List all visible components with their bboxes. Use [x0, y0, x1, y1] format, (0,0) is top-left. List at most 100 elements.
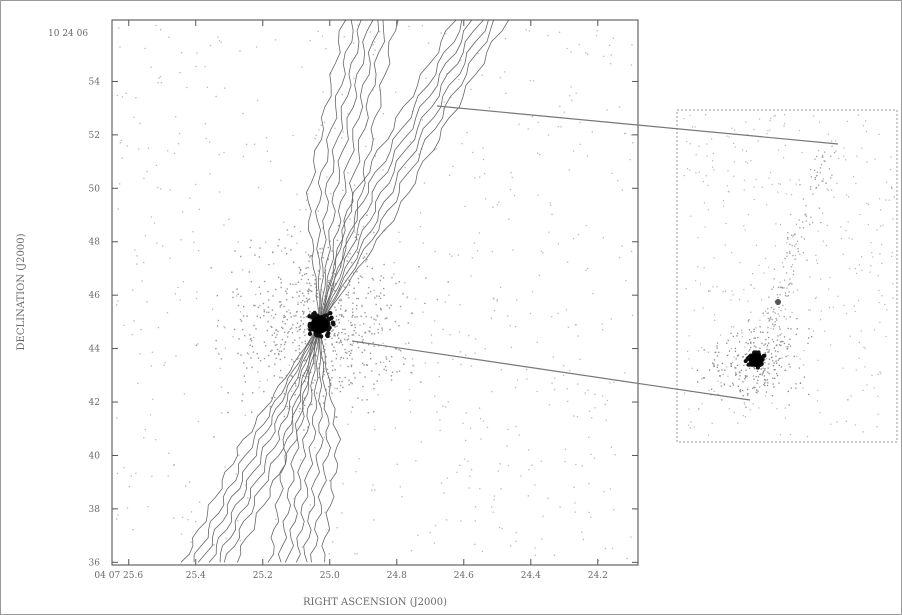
- noise-dot: [383, 263, 385, 266]
- noise-dot: [587, 267, 589, 270]
- inset-jet-dot: [788, 251, 791, 253]
- noise-dot: [301, 374, 304, 377]
- noise-dot: [147, 505, 149, 508]
- inset-noise-dot: [768, 320, 770, 322]
- inset-noise-dot: [779, 357, 781, 360]
- noise-dot: [235, 473, 237, 475]
- noise-dot: [564, 448, 567, 450]
- noise-dot: [275, 518, 277, 520]
- noise-dot: [472, 151, 474, 154]
- inset-noise-dot: [753, 330, 755, 333]
- noise-dot: [323, 271, 326, 274]
- noise-dot: [339, 365, 342, 367]
- noise-dot: [271, 349, 273, 352]
- noise-dot: [211, 308, 214, 310]
- noise-dot: [227, 392, 229, 394]
- noise-dot: [270, 397, 273, 399]
- inset-noise-dot: [715, 351, 717, 354]
- noise-dot: [536, 390, 538, 393]
- noise-dot: [312, 274, 314, 276]
- noise-dot: [331, 360, 333, 362]
- noise-dot: [307, 426, 309, 429]
- inset-noise-dot: [773, 377, 776, 379]
- noise-dot: [314, 283, 316, 285]
- noise-dot: [268, 263, 270, 266]
- inset-jet-dot: [773, 278, 775, 280]
- noise-dot: [471, 257, 473, 259]
- noise-dot: [267, 320, 269, 323]
- noise-dot: [368, 286, 370, 289]
- noise-dot: [333, 346, 335, 348]
- noise-dot: [624, 132, 627, 134]
- noise-dot: [271, 334, 274, 336]
- noise-dot: [270, 314, 273, 317]
- noise-dot: [576, 416, 579, 418]
- inset-noise-dot: [862, 125, 864, 127]
- noise-dot: [630, 250, 633, 253]
- inset-jet-dot: [831, 145, 833, 147]
- noise-dot: [470, 88, 472, 91]
- noise-dot: [357, 277, 360, 280]
- noise-dot: [588, 482, 590, 485]
- inset-noise-dot: [726, 342, 728, 344]
- inset-noise-dot: [763, 375, 766, 377]
- inset-noise-dot: [764, 395, 767, 397]
- inset-noise-dot: [724, 369, 726, 371]
- y-tick-label: 40: [89, 451, 101, 461]
- noise-dot: [259, 293, 262, 295]
- noise-dot: [445, 519, 448, 521]
- noise-dot: [306, 369, 308, 372]
- inset-noise-dot: [867, 224, 869, 226]
- inset-noise-dot: [739, 262, 741, 264]
- inset-noise-dot: [745, 369, 747, 371]
- inset-noise-dot: [732, 361, 734, 363]
- noise-dot: [558, 31, 561, 33]
- noise-dot: [462, 422, 464, 424]
- noise-dot: [335, 416, 337, 418]
- noise-dot: [467, 460, 469, 462]
- noise-dot: [169, 257, 171, 259]
- noise-dot: [317, 251, 319, 254]
- noise-dot: [518, 434, 521, 436]
- inset-noise-dot: [763, 379, 766, 381]
- inset-noise-dot: [791, 311, 793, 314]
- inset-noise-dot: [785, 346, 787, 348]
- inset-jet-dot: [796, 240, 799, 242]
- noise-dot: [500, 487, 502, 490]
- noise-dot: [139, 353, 141, 355]
- noise-dot: [257, 371, 259, 373]
- noise-dot: [514, 325, 517, 328]
- noise-dot: [121, 157, 123, 159]
- noise-dot: [327, 281, 330, 284]
- noise-dot: [452, 165, 454, 168]
- inset-noise-dot: [837, 295, 839, 297]
- inset-noise-dot: [747, 392, 749, 395]
- inset-noise-dot: [753, 287, 755, 289]
- noise-dot: [456, 471, 458, 473]
- noise-dot: [328, 385, 330, 388]
- noise-dot: [334, 127, 336, 129]
- noise-dot: [458, 331, 461, 333]
- inset-noise-dot: [727, 170, 729, 172]
- noise-dot: [567, 400, 569, 403]
- noise-dot: [340, 298, 342, 301]
- inset-noise-dot: [768, 349, 770, 351]
- inset-noise-dot: [722, 199, 725, 202]
- inset-noise-dot: [769, 120, 771, 122]
- noise-dot: [197, 250, 200, 252]
- noise-dot: [389, 328, 391, 331]
- inset-noise-dot: [866, 202, 868, 204]
- inset-knot: [775, 299, 781, 305]
- inset-noise-dot: [892, 218, 894, 220]
- noise-dot: [506, 445, 508, 447]
- noise-dot: [255, 293, 257, 296]
- inset-jet-dot: [767, 312, 769, 314]
- noise-dot: [273, 375, 276, 377]
- noise-dot: [269, 405, 271, 408]
- noise-dot: [349, 252, 351, 255]
- noise-dot: [444, 301, 446, 303]
- noise-dot: [421, 119, 423, 121]
- inset-noise-dot: [707, 434, 710, 436]
- noise-dot: [157, 326, 160, 329]
- noise-dot: [275, 336, 277, 339]
